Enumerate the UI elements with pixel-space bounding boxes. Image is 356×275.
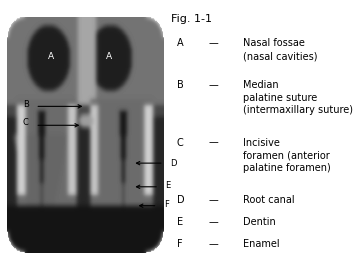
Text: F: F (164, 200, 169, 209)
Text: —: — (209, 239, 219, 249)
Text: Nasal fossae
(nasal cavities): Nasal fossae (nasal cavities) (243, 39, 317, 61)
Text: B: B (177, 80, 183, 90)
Text: C: C (177, 138, 183, 147)
Text: E: E (177, 217, 183, 227)
Text: Incisive
foramen (anterior
palatine foramen): Incisive foramen (anterior palatine fora… (243, 138, 330, 173)
Text: —: — (209, 39, 219, 48)
Text: F: F (177, 239, 182, 249)
Text: D: D (177, 195, 184, 205)
Text: Dentin: Dentin (243, 217, 276, 227)
Text: Median
palatine suture
(intermaxillary suture): Median palatine suture (intermaxillary s… (243, 80, 353, 115)
Text: —: — (209, 138, 219, 147)
Text: E: E (165, 181, 171, 190)
Text: C: C (23, 119, 29, 127)
Text: B: B (23, 100, 29, 109)
Text: Enamel: Enamel (243, 239, 279, 249)
Text: —: — (209, 217, 219, 227)
Text: A: A (177, 39, 183, 48)
Text: D: D (170, 159, 177, 168)
Text: A: A (48, 52, 54, 61)
Text: —: — (209, 195, 219, 205)
Text: Fig. 1-1: Fig. 1-1 (171, 14, 212, 24)
Text: A: A (106, 52, 112, 61)
Text: Root canal: Root canal (243, 195, 294, 205)
Text: —: — (209, 80, 219, 90)
